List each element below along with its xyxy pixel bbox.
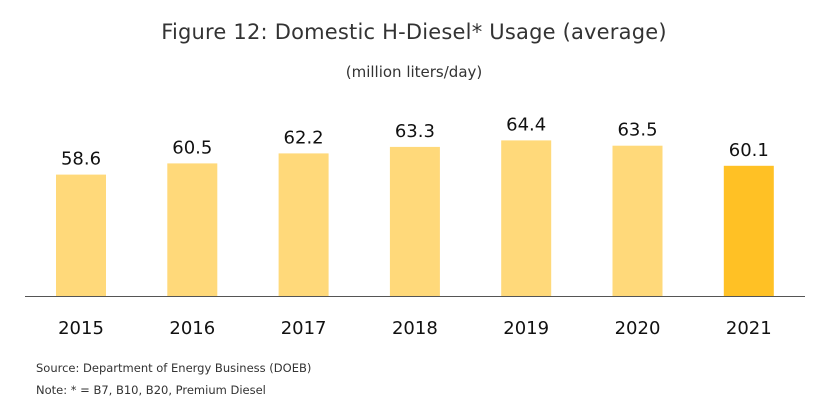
data-label-2015: 58.6	[61, 149, 101, 170]
x-tick-2015: 2015	[58, 318, 104, 339]
bar-2015	[56, 174, 106, 296]
bar-2021	[723, 165, 774, 296]
data-label-2018: 63.3	[395, 121, 435, 142]
x-tick-2021: 2021	[726, 318, 772, 339]
data-label-2021: 60.1	[729, 140, 769, 161]
x-tick-2019: 2019	[503, 318, 549, 339]
bar-2016	[167, 163, 218, 296]
x-tick-2018: 2018	[392, 318, 438, 339]
chart-subtitle: (million liters/day)	[345, 63, 483, 81]
bar-2020	[612, 145, 663, 296]
bar-chart: 58.6 2015 60.5 2016 62.2 2017 63.3 2018 64.4 2019…	[25, 114, 805, 339]
bar-2018	[389, 146, 440, 296]
data-label-2020: 63.5	[617, 120, 657, 141]
footnote: Note: * = B7, B10, B20, Premium Diesel	[36, 383, 266, 397]
x-tick-2016: 2016	[169, 318, 215, 339]
data-label-2016: 60.5	[172, 137, 212, 158]
bar-2019	[501, 140, 552, 296]
bar-2017	[278, 153, 329, 296]
data-label-2017: 62.2	[284, 127, 324, 148]
source-note: Source: Department of Energy Business (D…	[36, 361, 312, 375]
x-tick-2017: 2017	[281, 318, 327, 339]
x-tick-2020: 2020	[615, 318, 661, 339]
chart-title: Figure 12: Domestic H-Diesel* Usage (ave…	[161, 20, 667, 44]
data-label-2019: 64.4	[506, 114, 546, 135]
